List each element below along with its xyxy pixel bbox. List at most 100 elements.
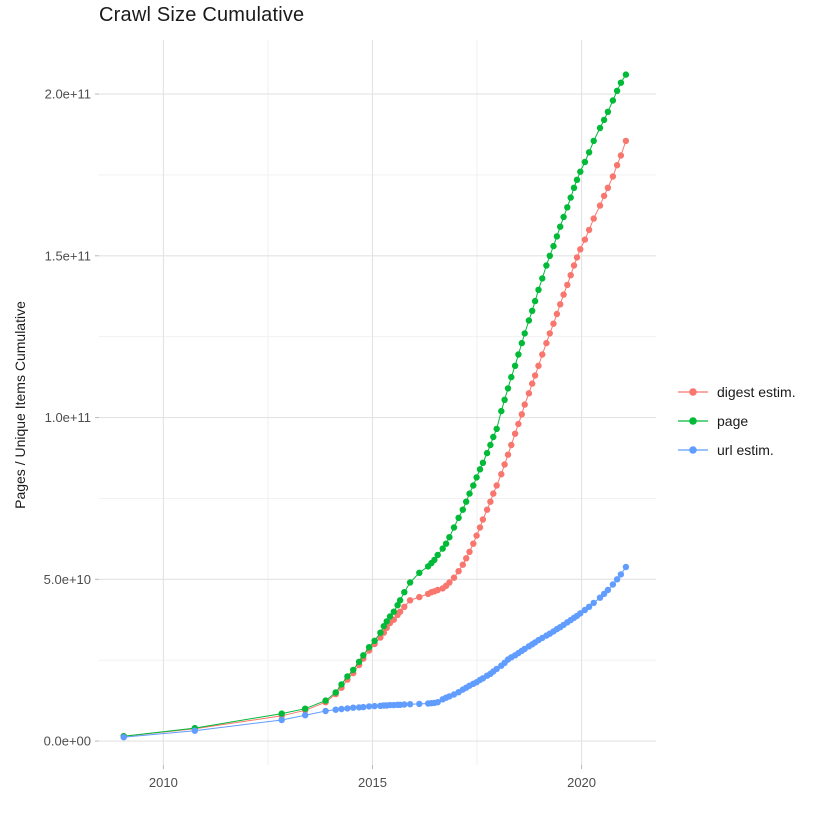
svg-text:2.0e+11: 2.0e+11 <box>45 87 91 102</box>
data-point <box>613 162 621 169</box>
svg-text:2010: 2010 <box>149 775 178 790</box>
data-point <box>479 459 487 466</box>
data-point <box>377 634 384 641</box>
data-point <box>120 734 127 741</box>
data-point <box>613 87 621 95</box>
data-point <box>609 97 617 104</box>
data-point <box>466 490 473 497</box>
data-point <box>446 579 453 586</box>
data-point <box>490 490 497 497</box>
data-point <box>278 710 285 717</box>
svg-text:1.0e+11: 1.0e+11 <box>45 410 91 425</box>
legend-entry-digest: digest estim. <box>676 384 796 400</box>
data-point <box>508 373 515 381</box>
data-point <box>439 545 446 552</box>
data-point <box>581 158 589 166</box>
legend-label: digest estim. <box>717 384 796 400</box>
data-point <box>338 681 345 688</box>
data-point <box>567 272 574 279</box>
data-point <box>302 712 309 719</box>
y-axis-tick-labels: 0.0e+00 5.0e+10 1.0e+11 1.5e+11 2.0e+11 <box>44 87 91 749</box>
legend-key-icon <box>678 388 708 396</box>
data-point <box>577 168 584 175</box>
data-point <box>473 532 480 539</box>
data-point <box>350 666 357 674</box>
legend-entry-page: page <box>676 413 796 429</box>
data-point <box>596 124 604 132</box>
data-point <box>504 451 512 458</box>
data-point <box>355 658 363 665</box>
data-point <box>365 644 373 651</box>
data-point <box>371 637 378 644</box>
data-point <box>577 610 584 617</box>
svg-text:2015: 2015 <box>358 775 387 790</box>
data-point <box>191 727 198 734</box>
data-point <box>600 116 608 124</box>
data-point <box>434 551 441 559</box>
data-point <box>501 461 508 468</box>
data-point <box>525 390 533 397</box>
data-point <box>416 700 423 708</box>
data-point <box>515 351 522 358</box>
data-point <box>596 594 604 601</box>
data-point <box>557 301 564 308</box>
data-point <box>406 597 414 604</box>
data-point <box>560 213 567 221</box>
data-point <box>546 252 553 259</box>
data-point <box>498 407 505 415</box>
data-point <box>394 602 401 609</box>
data-point <box>525 317 533 324</box>
data-point <box>450 524 458 531</box>
data-point <box>531 297 539 305</box>
data-point <box>406 701 414 708</box>
data-point <box>622 71 630 78</box>
data-point <box>490 433 497 441</box>
data-point <box>431 556 438 564</box>
data-point <box>613 576 621 583</box>
data-point <box>450 574 458 581</box>
data-point <box>487 441 494 449</box>
data-point <box>434 699 441 706</box>
data-point <box>493 482 500 489</box>
data-point <box>585 149 593 156</box>
data-point <box>553 233 561 240</box>
data-point <box>442 540 450 547</box>
data-point <box>604 108 612 116</box>
data-point <box>493 665 500 673</box>
data-point <box>498 471 505 478</box>
data-point <box>470 540 477 547</box>
data-point <box>543 262 550 269</box>
data-point <box>515 420 522 428</box>
data-point <box>581 236 589 243</box>
data-point <box>483 449 491 457</box>
data-point <box>508 441 515 449</box>
data-point <box>470 482 477 489</box>
legend: digest estim. page url estim. <box>676 384 796 458</box>
data-point <box>344 673 351 680</box>
legend-key-icon <box>678 417 708 425</box>
data-point <box>521 330 528 337</box>
data-point <box>557 223 564 230</box>
data-point <box>455 514 462 521</box>
data-point <box>332 689 339 696</box>
x-axis-tick-labels: 2010 2015 2020 <box>149 775 596 790</box>
axis-tick-marks <box>95 93 583 769</box>
data-point <box>446 534 453 541</box>
data-point <box>401 701 408 708</box>
data-point <box>365 703 373 710</box>
gridlines-major <box>99 40 656 765</box>
data-point <box>350 704 357 711</box>
data-point <box>585 226 593 234</box>
data-point <box>416 569 423 576</box>
data-point <box>302 705 309 712</box>
data-point <box>604 586 612 594</box>
data-point <box>529 380 536 387</box>
data-point <box>521 401 528 408</box>
data-point <box>401 603 408 610</box>
data-point <box>390 608 397 615</box>
data-point <box>479 516 487 523</box>
data-point <box>322 697 329 704</box>
data-point <box>466 548 473 555</box>
data-point <box>396 597 404 604</box>
